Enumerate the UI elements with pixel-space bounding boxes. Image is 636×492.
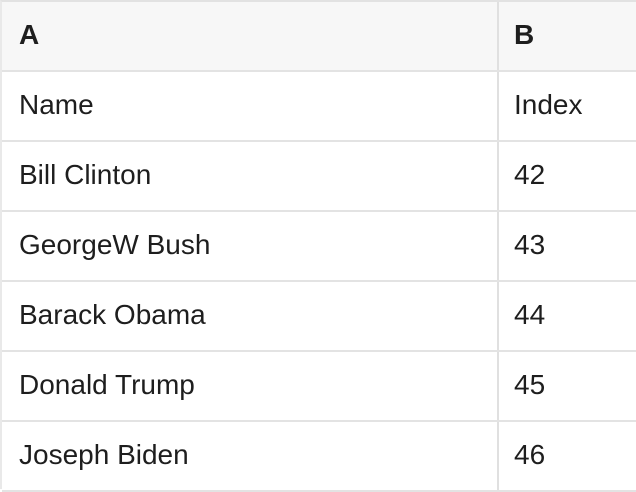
column-header-a[interactable]: A [2, 2, 499, 70]
cell-b3[interactable]: 43 [499, 212, 636, 280]
column-header-b-label: B [514, 19, 535, 50]
table-row-1: Name Index [2, 72, 636, 142]
cell-a5-text: Donald Trump [19, 369, 195, 400]
cell-b3-text: 43 [514, 229, 546, 260]
cell-a6[interactable]: Joseph Biden [2, 422, 499, 490]
cell-b5-text: 45 [514, 369, 546, 400]
cell-b6-text: 46 [514, 439, 546, 470]
cell-a6-text: Joseph Biden [19, 439, 189, 470]
cell-a3-text: GeorgeW Bush [19, 229, 211, 260]
cell-b4[interactable]: 44 [499, 282, 636, 350]
cell-b4-text: 44 [514, 299, 546, 330]
table-row-4: Barack Obama 44 [2, 282, 636, 352]
column-header-row: A B [2, 2, 636, 72]
cell-b2-text: 42 [514, 159, 546, 190]
table-row-5: Donald Trump 45 [2, 352, 636, 422]
column-header-a-label: A [19, 19, 40, 50]
cell-a2[interactable]: Bill Clinton [2, 142, 499, 210]
table-row-2: Bill Clinton 42 [2, 142, 636, 212]
cell-b2[interactable]: 42 [499, 142, 636, 210]
cell-b1-text: Index [514, 89, 583, 120]
table-row-6: Joseph Biden 46 [2, 422, 636, 492]
cell-a1-text: Name [19, 89, 94, 120]
cell-a3[interactable]: GeorgeW Bush [2, 212, 499, 280]
cell-a4-text: Barack Obama [19, 299, 206, 330]
cell-b1[interactable]: Index [499, 72, 636, 140]
table-row-3: GeorgeW Bush 43 [2, 212, 636, 282]
cell-a1[interactable]: Name [2, 72, 499, 140]
cell-b5[interactable]: 45 [499, 352, 636, 420]
cell-a2-text: Bill Clinton [19, 159, 152, 190]
cell-a4[interactable]: Barack Obama [2, 282, 499, 350]
cell-b6[interactable]: 46 [499, 422, 636, 490]
column-header-b[interactable]: B [499, 2, 636, 70]
cell-a5[interactable]: Donald Trump [2, 352, 499, 420]
